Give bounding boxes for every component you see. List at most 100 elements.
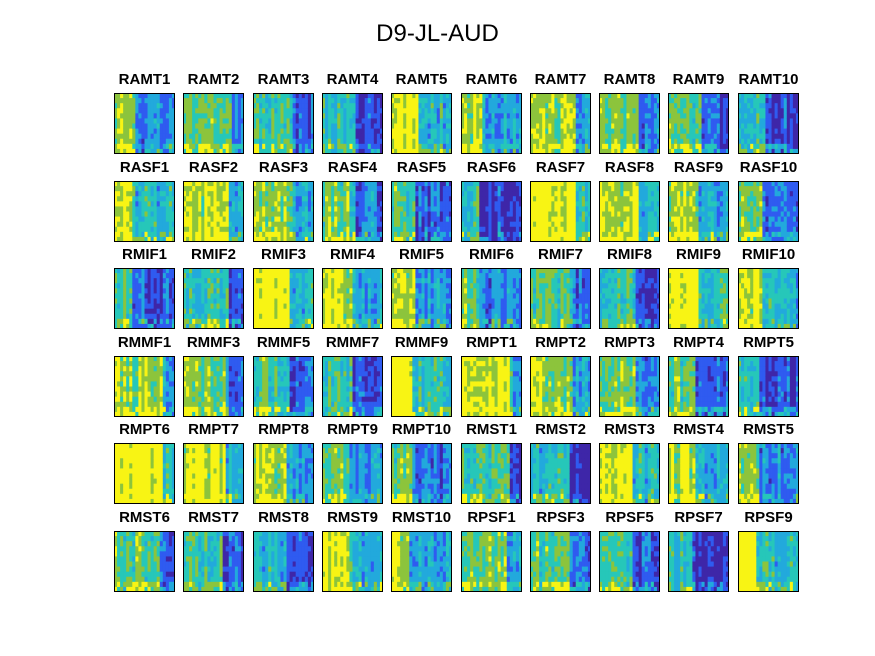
panel-title: RASF4 bbox=[327, 159, 378, 176]
panel-title: RMPT5 bbox=[743, 334, 794, 351]
panel-title: RMST9 bbox=[327, 509, 378, 526]
heatmap-panel bbox=[668, 356, 729, 417]
panel-title: RMIF7 bbox=[538, 246, 583, 263]
panel-title: RASF5 bbox=[396, 159, 447, 176]
heatmap-panel bbox=[599, 181, 660, 242]
panel-title: RMIF9 bbox=[676, 246, 721, 263]
heatmap-panel bbox=[322, 93, 383, 154]
panel-title: RMPT8 bbox=[258, 421, 309, 438]
panel-title: RPSF1 bbox=[467, 509, 516, 526]
panel-title: RAMT8 bbox=[603, 71, 656, 88]
heatmap-panel bbox=[599, 531, 660, 592]
panel-title: RPSF5 bbox=[605, 509, 654, 526]
heatmap-panel bbox=[253, 93, 314, 154]
panel-title: RAMT9 bbox=[672, 71, 725, 88]
heatmap-panel bbox=[461, 443, 522, 504]
heatmap-panel bbox=[183, 531, 244, 592]
heatmap-panel bbox=[253, 268, 314, 329]
heatmap-panel bbox=[668, 531, 729, 592]
panel-title: RMIF1 bbox=[122, 246, 167, 263]
panel-title: RMIF3 bbox=[261, 246, 306, 263]
panel-title: RMMF7 bbox=[325, 334, 380, 351]
panel-title: RMIF10 bbox=[741, 246, 796, 263]
heatmap-panel bbox=[599, 356, 660, 417]
panel-title: RMST3 bbox=[604, 421, 655, 438]
heatmap-panel bbox=[322, 268, 383, 329]
heatmap-panel bbox=[391, 531, 452, 592]
heatmap-panel bbox=[668, 443, 729, 504]
heatmap-panel bbox=[530, 181, 591, 242]
panel-title: RMPT6 bbox=[119, 421, 170, 438]
heatmap-panel bbox=[461, 181, 522, 242]
heatmap-panel bbox=[738, 268, 799, 329]
heatmap-panel bbox=[738, 531, 799, 592]
panel-title: RMST1 bbox=[466, 421, 517, 438]
panel-title: RPSF9 bbox=[744, 509, 793, 526]
panel-title: RMST7 bbox=[188, 509, 239, 526]
heatmap-panel bbox=[738, 93, 799, 154]
heatmap-panel bbox=[461, 93, 522, 154]
heatmap-panel bbox=[530, 268, 591, 329]
heatmap-panel bbox=[322, 443, 383, 504]
panel-title: RAMT5 bbox=[395, 71, 448, 88]
heatmap-panel bbox=[253, 356, 314, 417]
heatmap-panel bbox=[114, 356, 175, 417]
figure-title: D9-JL-AUD bbox=[376, 20, 499, 47]
heatmap-panel bbox=[114, 531, 175, 592]
heatmap-panel bbox=[599, 268, 660, 329]
panel-title: RASF6 bbox=[466, 159, 517, 176]
heatmap-panel bbox=[183, 268, 244, 329]
heatmap-panel bbox=[114, 443, 175, 504]
panel-title: RMST6 bbox=[119, 509, 170, 526]
panel-title: RMPT7 bbox=[188, 421, 239, 438]
panel-title: RMPT9 bbox=[327, 421, 378, 438]
panel-title: RPSF7 bbox=[674, 509, 723, 526]
heatmap-panel bbox=[461, 268, 522, 329]
panel-title: RAMT3 bbox=[257, 71, 310, 88]
heatmap-panel bbox=[461, 531, 522, 592]
heatmap-panel bbox=[738, 356, 799, 417]
panel-title: RMPT2 bbox=[535, 334, 586, 351]
panel-title: RMIF4 bbox=[330, 246, 375, 263]
heatmap-panel bbox=[530, 443, 591, 504]
panel-title: RMIF5 bbox=[399, 246, 444, 263]
heatmap-panel bbox=[322, 356, 383, 417]
panel-title: RMIF6 bbox=[469, 246, 514, 263]
heatmap-panel bbox=[114, 268, 175, 329]
heatmap-panel bbox=[183, 443, 244, 504]
panel-title: RMPT10 bbox=[391, 421, 452, 438]
panel-title: RASF10 bbox=[739, 159, 798, 176]
heatmap-panel bbox=[253, 443, 314, 504]
heatmap-panel bbox=[599, 443, 660, 504]
heatmap-panel bbox=[183, 93, 244, 154]
panel-title: RMMF9 bbox=[394, 334, 449, 351]
panel-title: RMMF5 bbox=[256, 334, 311, 351]
panel-title: RMPT1 bbox=[466, 334, 517, 351]
heatmap-panel bbox=[530, 531, 591, 592]
panel-title: RASF8 bbox=[604, 159, 655, 176]
panel-title: RMPT4 bbox=[673, 334, 724, 351]
heatmap-panel bbox=[253, 531, 314, 592]
panel-title: RMMF3 bbox=[186, 334, 241, 351]
panel-title: RMMF1 bbox=[117, 334, 172, 351]
heatmap-panel bbox=[183, 181, 244, 242]
heatmap-panel bbox=[322, 531, 383, 592]
heatmap-panel bbox=[530, 93, 591, 154]
panel-title: RMST2 bbox=[535, 421, 586, 438]
panel-title: RAMT6 bbox=[465, 71, 518, 88]
heatmap-panel bbox=[114, 93, 175, 154]
heatmap-panel bbox=[668, 268, 729, 329]
panel-title: RASF9 bbox=[673, 159, 724, 176]
panel-title: RASF7 bbox=[535, 159, 586, 176]
panel-title: RASF1 bbox=[119, 159, 170, 176]
heatmap-panel bbox=[391, 356, 452, 417]
panel-title: RASF2 bbox=[188, 159, 239, 176]
panel-title: RAMT4 bbox=[326, 71, 379, 88]
panel-title: RPSF3 bbox=[536, 509, 585, 526]
panel-title: RMST8 bbox=[258, 509, 309, 526]
heatmap-panel bbox=[738, 443, 799, 504]
heatmap-panel bbox=[668, 93, 729, 154]
heatmap-panel bbox=[114, 181, 175, 242]
heatmap-panel bbox=[391, 93, 452, 154]
heatmap-panel bbox=[599, 93, 660, 154]
